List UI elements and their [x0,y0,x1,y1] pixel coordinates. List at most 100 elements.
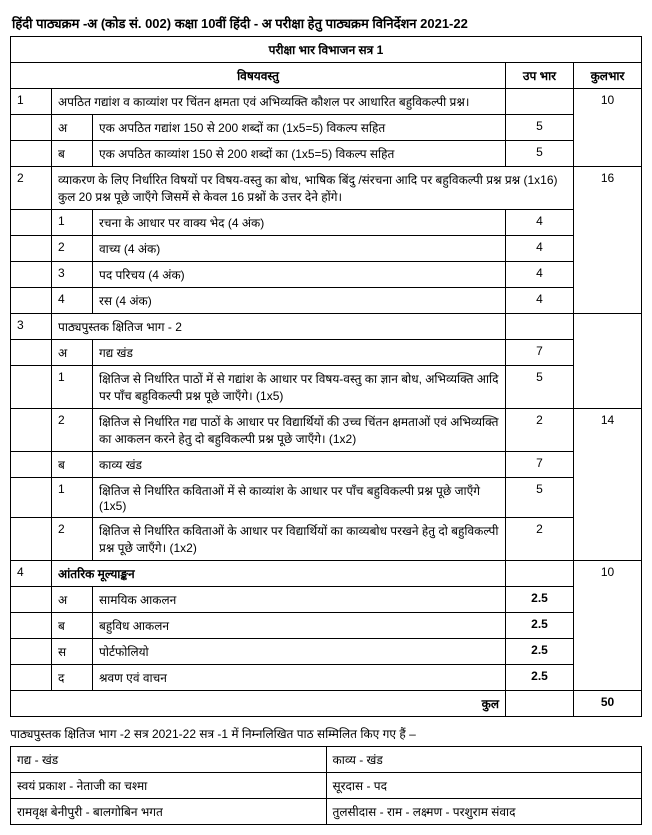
row-num: 2 [11,167,52,210]
row-up: 4 [506,210,574,236]
cell: गद्य - खंड [11,747,327,773]
row-sub: 1 [52,210,93,236]
row-text: अपठित गद्यांश व काव्यांश पर चिंतन क्षमता… [52,89,506,115]
table-row: अ एक अपठित गद्यांश 150 से 200 शब्दों का … [11,115,642,141]
table-row: 3 पद परिचय (4 अंक) 4 [11,262,642,288]
cell: सूरदास - पद [326,773,642,799]
total-label: कुल [11,691,506,717]
row-sub: अ [52,115,93,141]
row-text: रस (4 अंक) [93,288,506,314]
section-header: परीक्षा भार विभाजन सत्र 1 [11,37,642,63]
table-row: अ गद्य खंड 7 [11,340,642,366]
row-text: श्रवण एवं वाचन [93,665,506,691]
row-sub: 3 [52,262,93,288]
table-row: अ सामयिक आकलन 2.5 [11,587,642,613]
row-sub: 2 [52,518,93,561]
row-text: एक अपठित गद्यांश 150 से 200 शब्दों का (1… [93,115,506,141]
row-sub: ब [52,613,93,639]
row-up: 2.5 [506,587,574,613]
row-sub: 1 [52,366,93,409]
table-row: ब एक अपठित काव्यांश 150 से 200 शब्दों का… [11,141,642,167]
row-text: एक अपठित काव्यांश 150 से 200 शब्दों का (… [93,141,506,167]
row-up: 5 [506,115,574,141]
total-value: 50 [574,691,642,717]
row-sub: 4 [52,288,93,314]
row-text: क्षितिज से निर्धारित गद्य पाठों के आधार … [93,409,506,452]
col-upbhar: उप भार [506,63,574,89]
row-text: पद परिचय (4 अंक) [93,262,506,288]
row-up: 4 [506,236,574,262]
row-sub: ब [52,452,93,478]
col-kulbhar: कुलभार [574,63,642,89]
row-num: 3 [11,314,52,340]
table-row: स्वयं प्रकाश - नेताजी का चश्मा सूरदास - … [11,773,642,799]
table-row: 2 वाच्य (4 अंक) 4 [11,236,642,262]
row-text: व्याकरण के लिए निर्धारित विषयों पर विषय-… [52,167,574,210]
table-row: रामवृक्ष बेनीपुरी - बालगोबिन भगत तुलसीदा… [11,799,642,825]
row-up: 2 [506,518,574,561]
row-text: रचना के आधार पर वाक्य भेद (4 अंक) [93,210,506,236]
row-up: 5 [506,478,574,518]
row-sub: 1 [52,478,93,518]
table-row: ब बहुविध आकलन 2.5 [11,613,642,639]
row-text: पाठ्यपुस्तक क्षितिज भाग - 2 [52,314,506,340]
row-up: 4 [506,262,574,288]
total-row: कुल 50 [11,691,642,717]
row-sub: अ [52,587,93,613]
table-row: 4 रस (4 अंक) 4 [11,288,642,314]
cell: स्वयं प्रकाश - नेताजी का चश्मा [11,773,327,799]
cell: तुलसीदास - राम - लक्ष्मण - परशुराम संवाद [326,799,642,825]
chapters-table: गद्य - खंड काव्य - खंड स्वयं प्रकाश - ने… [10,746,642,825]
syllabus-table: परीक्षा भार विभाजन सत्र 1 विषयवस्तु उप भ… [10,36,642,717]
table-row: ब काव्य खंड 7 [11,452,642,478]
row-text: पोर्टफोलियो [93,639,506,665]
row-text: क्षितिज से निर्धारित पाठों में से गद्यां… [93,366,506,409]
row-text: गद्य खंड [93,340,506,366]
row-up: 7 [506,452,574,478]
table-row: 2 क्षितिज से निर्धारित कविताओं के आधार प… [11,518,642,561]
row-text: काव्य खंड [93,452,506,478]
row-sub: ब [52,141,93,167]
row-up [506,89,574,115]
row-text: सामयिक आकलन [93,587,506,613]
row-num: 4 [11,561,52,587]
row-up: 5 [506,366,574,409]
row-kul: 10 [574,89,642,167]
row-sub: अ [52,340,93,366]
row-up: 2.5 [506,639,574,665]
row-up: 5 [506,141,574,167]
table-row: 2 क्षितिज से निर्धारित गद्य पाठों के आधा… [11,409,642,452]
row-text: क्षितिज से निर्धारित कविताओं में से काव्… [93,478,506,518]
row-kul: 10 [574,561,642,691]
row-text: आंतरिक मूल्याङ्कन [52,561,506,587]
table-row: 1 क्षितिज से निर्धारित कविताओं में से का… [11,478,642,518]
row-num: 1 [11,89,52,115]
col-content: विषयवस्तु [11,63,506,89]
row-text: क्षितिज से निर्धारित कविताओं के आधार पर … [93,518,506,561]
row-text: बहुविध आकलन [93,613,506,639]
table-row: 2 व्याकरण के लिए निर्धारित विषयों पर विष… [11,167,642,210]
table-row: 4 आंतरिक मूल्याङ्कन 10 [11,561,642,587]
row-sub: स [52,639,93,665]
row-kul: 16 [574,167,642,314]
table-row: द श्रवण एवं वाचन 2.5 [11,665,642,691]
table-row: स पोर्टफोलियो 2.5 [11,639,642,665]
cell: रामवृक्ष बेनीपुरी - बालगोबिन भगत [11,799,327,825]
footer-note: पाठ्यपुस्तक क्षितिज भाग -2 सत्र 2021-22 … [10,725,642,742]
table-row: गद्य - खंड काव्य - खंड [11,747,642,773]
table-row: 1 क्षितिज से निर्धारित पाठों में से गद्य… [11,366,642,409]
table-row: 1 रचना के आधार पर वाक्य भेद (4 अंक) 4 [11,210,642,236]
row-up: 2.5 [506,665,574,691]
table-row: 3 पाठ्यपुस्तक क्षितिज भाग - 2 [11,314,642,340]
row-sub: 2 [52,236,93,262]
row-up: 7 [506,340,574,366]
table-row: 1 अपठित गद्यांश व काव्यांश पर चिंतन क्षम… [11,89,642,115]
row-text: वाच्य (4 अंक) [93,236,506,262]
page-title: हिंदी पाठ्यक्रम -अ (कोड सं. 002) कक्षा 1… [10,10,642,36]
row-up: 2 [506,409,574,452]
row-kul: 14 [574,409,642,561]
row-up: 2.5 [506,613,574,639]
row-sub: द [52,665,93,691]
cell: काव्य - खंड [326,747,642,773]
row-sub: 2 [52,409,93,452]
